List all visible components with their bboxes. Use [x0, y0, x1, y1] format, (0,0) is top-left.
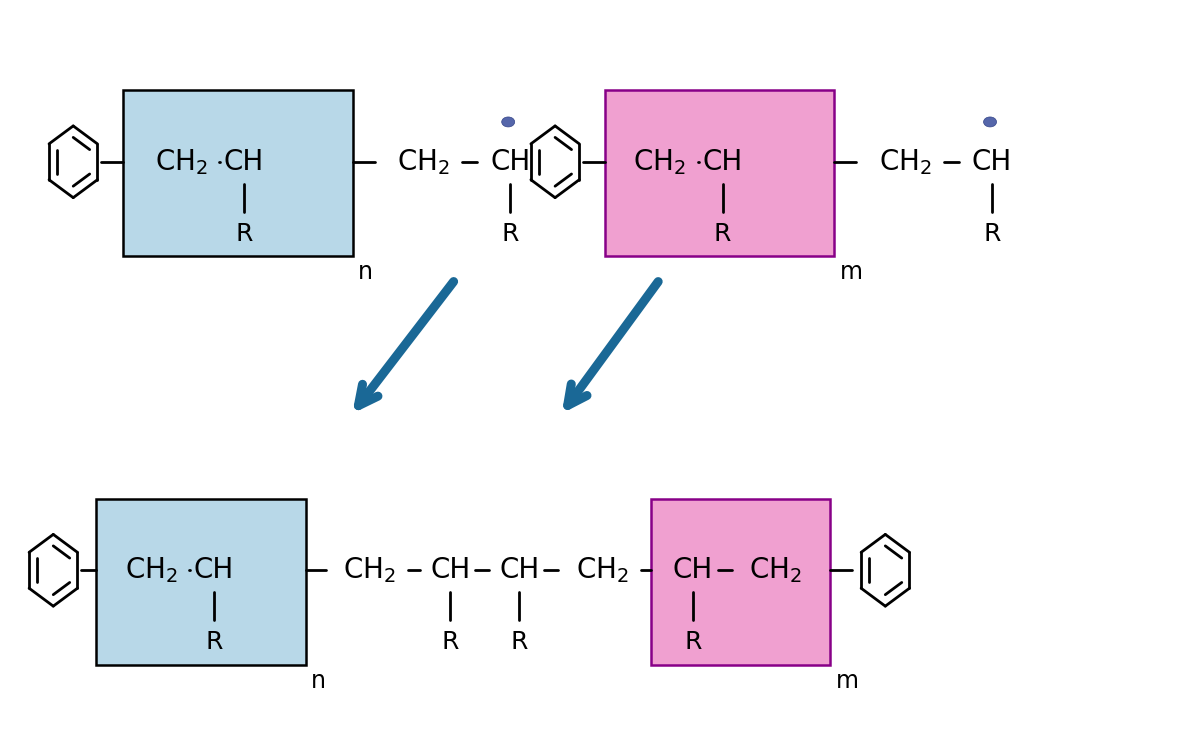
Text: CH$_2$: CH$_2$ — [154, 147, 208, 176]
Text: R: R — [983, 222, 1001, 246]
Text: CH: CH — [430, 556, 470, 584]
Text: R: R — [684, 630, 702, 654]
Text: CH: CH — [971, 148, 1013, 176]
Text: CH: CH — [673, 556, 713, 584]
Text: R: R — [442, 630, 459, 654]
Text: CH$_2$: CH$_2$ — [633, 147, 686, 176]
Text: CH$_2$: CH$_2$ — [397, 147, 450, 176]
Text: R: R — [235, 222, 252, 246]
Text: CH$_2$: CH$_2$ — [575, 556, 628, 585]
Text: CH: CH — [499, 556, 539, 584]
Text: R: R — [205, 630, 223, 654]
Bar — [605, 90, 835, 256]
Text: R: R — [511, 630, 528, 654]
Text: CH$_2$: CH$_2$ — [878, 147, 931, 176]
Bar — [97, 499, 305, 665]
Text: R: R — [714, 222, 731, 246]
Text: m: m — [836, 669, 858, 693]
Text: m: m — [839, 261, 862, 285]
Text: CH$_2$: CH$_2$ — [749, 556, 802, 585]
Text: CH: CH — [193, 556, 233, 584]
Ellipse shape — [983, 117, 996, 127]
Text: CH: CH — [703, 148, 743, 176]
Bar — [651, 499, 830, 665]
Text: CH: CH — [490, 148, 531, 176]
Text: CH$_2$: CH$_2$ — [343, 556, 396, 585]
Text: R: R — [501, 222, 519, 246]
Text: CH: CH — [224, 148, 264, 176]
Bar — [123, 90, 353, 256]
Text: n: n — [310, 669, 325, 693]
Text: n: n — [357, 261, 373, 285]
Ellipse shape — [502, 117, 515, 127]
Text: CH$_2$: CH$_2$ — [125, 556, 178, 585]
